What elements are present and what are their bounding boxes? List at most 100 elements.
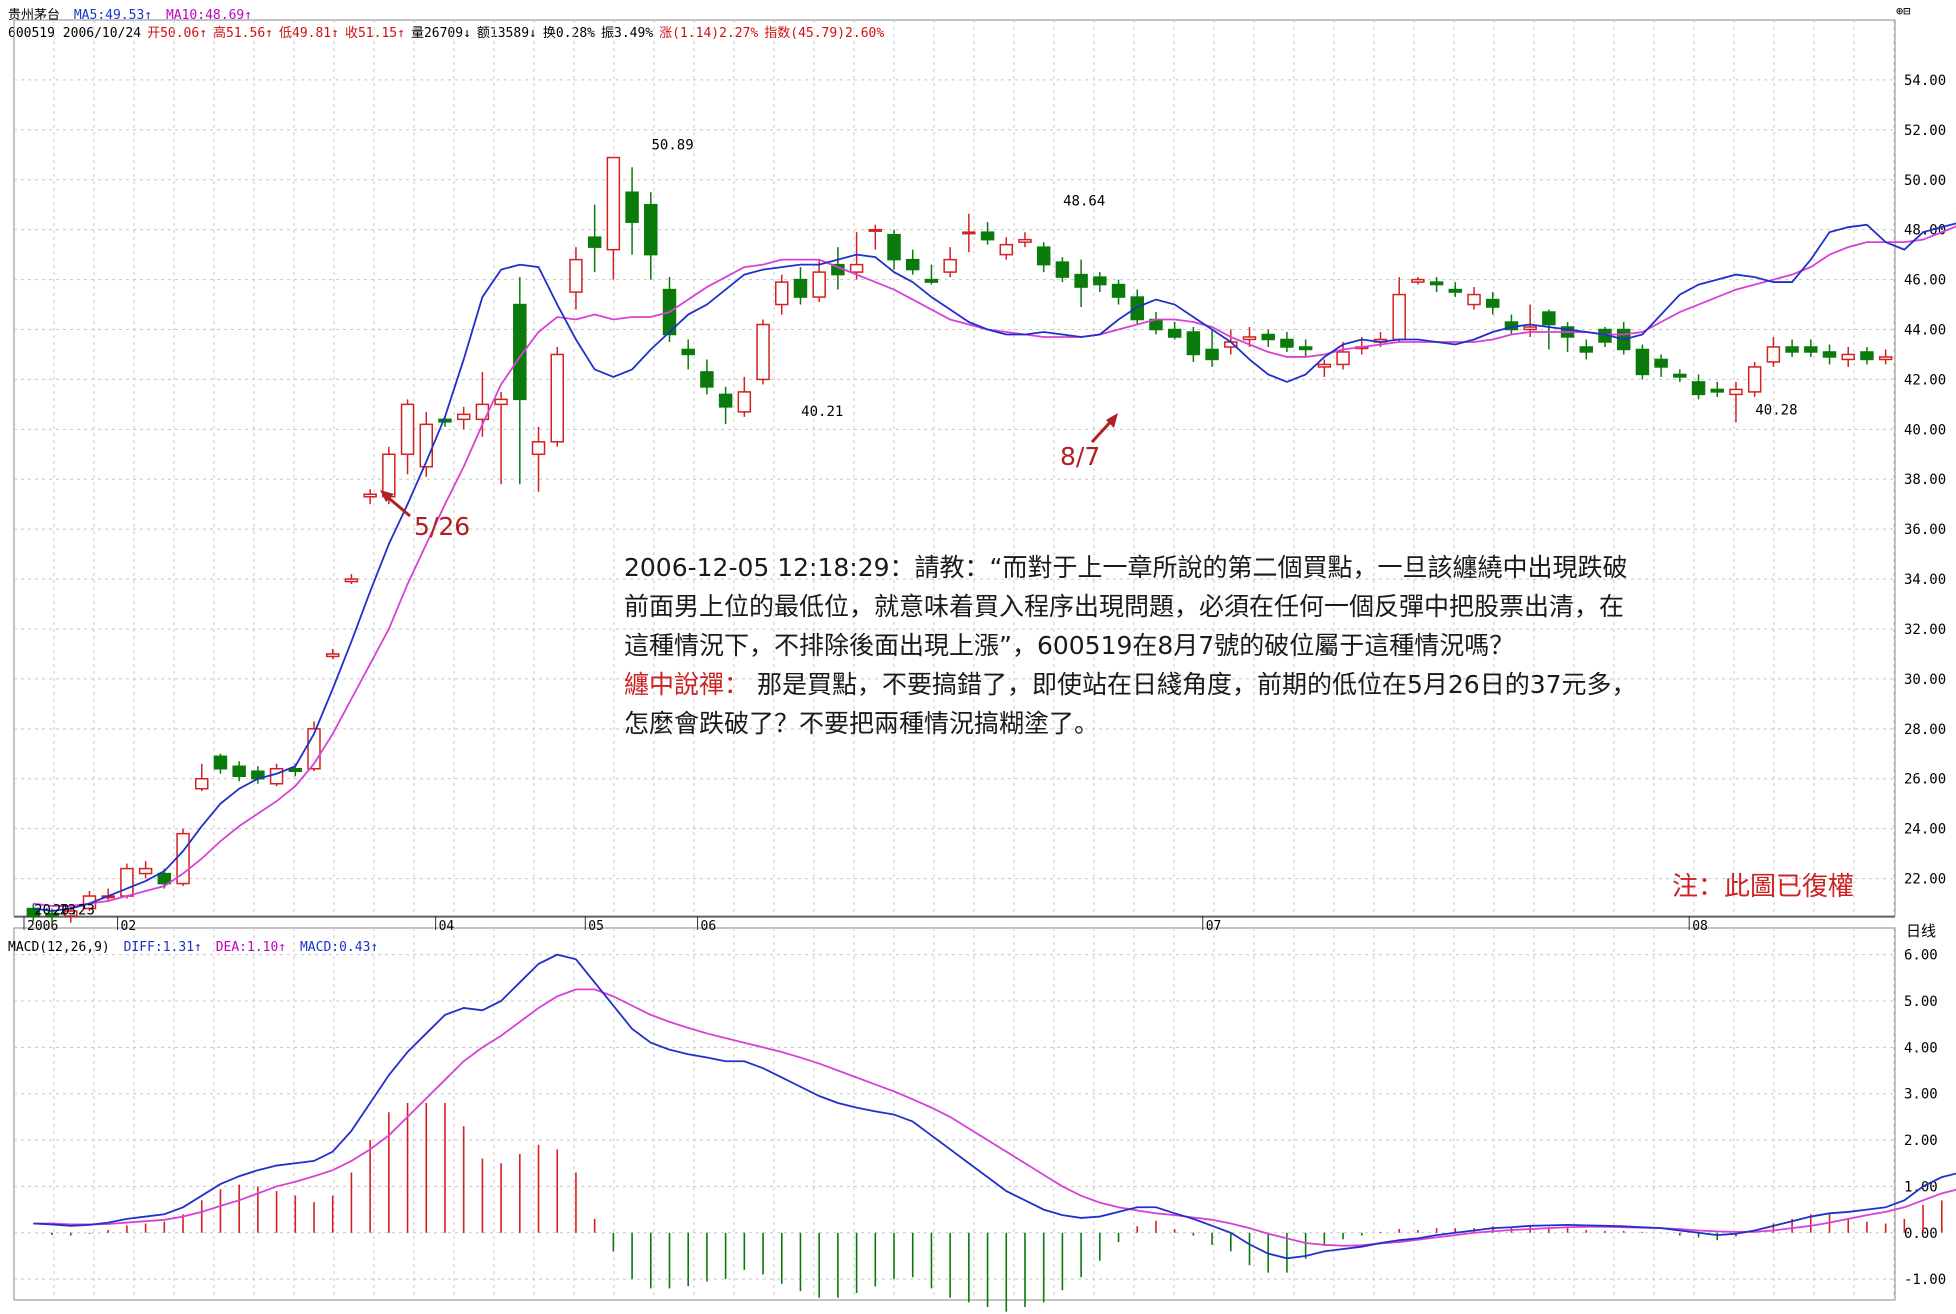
candle-body	[625, 191, 639, 223]
annotation-line-4: 纏中說禪： 那是買點，不要搞錯了，即使站在日綫角度，前期的低位在5月26日的37…	[624, 670, 1637, 699]
x-tick-label: 2006	[27, 919, 58, 934]
price-y-tick: 52.00	[1904, 123, 1946, 139]
price-y-tick: 40.00	[1904, 422, 1946, 438]
header-field-7: 换0.28%	[542, 26, 596, 41]
candle-body	[1822, 351, 1837, 358]
candle-body	[513, 303, 527, 401]
candle-body	[456, 413, 471, 421]
price-y-tick: 32.00	[1904, 622, 1946, 638]
zoom-toggle-icon[interactable]: ⊕⊟	[1896, 4, 1911, 18]
candle-body	[1055, 261, 1070, 278]
price-y-tick: 38.00	[1904, 472, 1946, 488]
price-label: 48.64	[1063, 194, 1105, 210]
candle-body	[1336, 351, 1350, 366]
macd-header: MACD(12,26,9) DIFF:1.31↑ DEA:1.10↑ MACD:…	[8, 940, 384, 955]
candle-body	[812, 271, 826, 298]
candle-body	[1018, 238, 1032, 243]
candle-body	[1747, 366, 1762, 393]
candle-body	[1448, 288, 1463, 293]
price-label: 20.23	[53, 903, 95, 919]
mark-may26: 5/26	[414, 512, 471, 541]
candle-body	[232, 765, 246, 777]
candle-body	[606, 156, 621, 251]
macd-y-tick: 4.00	[1904, 1040, 1938, 1056]
candle-body	[64, 910, 78, 917]
header-field-9: 涨(1.14)2.27%	[659, 26, 759, 41]
x-tick-label: 06	[701, 919, 717, 934]
candle-body	[120, 867, 134, 897]
price-label: 20.23	[34, 903, 76, 919]
arrow-aug7-head	[1106, 413, 1118, 428]
candle-body	[1130, 296, 1144, 321]
candle-body	[1542, 311, 1556, 326]
candle-body	[45, 912, 59, 917]
candle-body	[1710, 388, 1724, 393]
candle-body	[344, 578, 359, 583]
annotation-line-2: 前面男上位的最低位，就意味着買入程序出現問題，必須在任何一個反彈中把股票出清，在	[624, 592, 1625, 621]
candle-body	[1673, 373, 1687, 378]
candle-body	[1242, 336, 1257, 341]
price-panel-frame	[13, 19, 1896, 917]
candle-body	[962, 231, 976, 235]
header-field-5: 量26709↓	[410, 26, 471, 41]
candle-body	[382, 453, 396, 498]
candle-body	[849, 263, 864, 273]
price-y-tick: 24.00	[1904, 822, 1946, 838]
diff-line	[33, 953, 1956, 1260]
candle-body	[587, 236, 602, 248]
candle-body	[943, 258, 957, 273]
arrow-may26-head	[380, 490, 394, 502]
price-y-tick: 48.00	[1904, 223, 1946, 239]
annotation-author: 纏中說禪：	[624, 670, 750, 699]
dea-legend: DEA:1.10↑	[215, 940, 287, 955]
annotation-line-3: 這種情況下，不排除後面出現上漲”，600519在8月7號的破位屬于這種情況嗎？	[624, 631, 1515, 660]
candle-body	[1467, 293, 1481, 306]
diff-legend: DIFF:1.31↑	[123, 940, 202, 955]
candle-body	[1729, 388, 1743, 396]
header-field-2: 高51.56↑	[213, 26, 273, 41]
price-label: 50.89	[651, 138, 693, 154]
candle-body	[681, 348, 695, 356]
macd-label: MACD(12,26,9)	[8, 940, 110, 955]
candle-body	[718, 393, 733, 408]
candle-body	[1878, 356, 1893, 361]
period-label[interactable]: 日线	[1906, 922, 1937, 940]
candle-body	[1205, 348, 1219, 361]
macd-panel-frame	[13, 927, 1896, 1301]
price-label: 40.28	[1755, 402, 1797, 418]
candle-body	[213, 755, 228, 770]
candle-body	[1860, 351, 1874, 361]
price-y-tick: 50.00	[1904, 173, 1946, 189]
candle-body	[1579, 346, 1594, 353]
candle-body	[531, 441, 546, 456]
candle-body	[905, 258, 920, 271]
candle-body	[1429, 281, 1444, 286]
macd-y-tick: 2.00	[1904, 1133, 1938, 1149]
candle-body	[924, 278, 939, 283]
candle-body	[1766, 346, 1781, 363]
candle-body	[157, 872, 172, 885]
candle-body	[288, 768, 303, 772]
ma5-line	[33, 222, 1956, 912]
candle-body	[1280, 338, 1294, 348]
candle-body	[1093, 276, 1107, 286]
candle-body	[1111, 283, 1126, 298]
candle-body	[1317, 363, 1332, 368]
candle-body	[1411, 278, 1425, 283]
ma5-legend: MA5:49.53↑	[73, 8, 153, 23]
x-tick-label: 05	[588, 919, 604, 934]
candle-body	[1392, 293, 1406, 341]
candle-body	[756, 323, 770, 381]
candle-body	[1298, 346, 1313, 351]
dea-line	[33, 988, 1956, 1247]
candle-body	[887, 233, 901, 261]
price-y-tick: 26.00	[1904, 772, 1946, 788]
candle-body	[195, 777, 209, 790]
annotation-line-1: 2006-12-05 12:18:29：請教：“而對于上一章所說的第二個買點，一…	[624, 553, 1628, 582]
candle-body	[1691, 381, 1706, 396]
stock-header-line2: 600519 2006/10/24 开50.06↑ 高51.56↑ 低49.81↑ 收5…	[8, 22, 890, 41]
candle-body	[1167, 328, 1182, 338]
macd-y-tick: 0.00	[1904, 1226, 1938, 1242]
price-y-tick: 42.00	[1904, 372, 1946, 388]
